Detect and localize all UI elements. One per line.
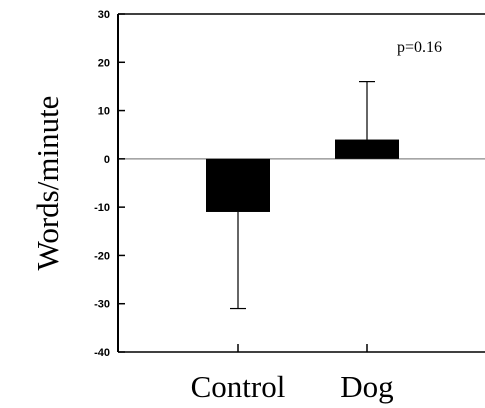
y-tick-label-6: -30 <box>94 299 110 311</box>
bar-dog <box>335 139 399 159</box>
x-tick-label-control: Control <box>191 369 286 404</box>
y-tick-label-3: 0 <box>104 154 110 166</box>
bars <box>206 80 399 310</box>
bar-control <box>206 158 270 212</box>
p-value-annotation: p=0.16 <box>397 39 442 56</box>
axes: 30 20 10 0 -10 -20 -30 -40 Control Dog <box>94 9 485 404</box>
y-tick-label-0: 30 <box>98 9 110 21</box>
y-tick-label-1: 20 <box>98 57 110 69</box>
y-tick-label-5: -20 <box>94 250 110 262</box>
x-tick-label-dog: Dog <box>340 369 393 404</box>
y-tick-label-7: -40 <box>94 347 110 359</box>
y-axis-label: Words/minute <box>30 96 65 271</box>
y-tick-label-4: -10 <box>94 202 110 214</box>
y-tick-label-2: 10 <box>98 106 110 118</box>
